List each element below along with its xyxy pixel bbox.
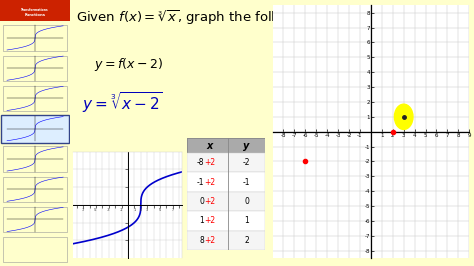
Text: 1: 1 [133,208,136,212]
Text: $y = f(x - 2)$: $y = f(x - 2)$ [94,56,163,73]
Text: 2: 2 [244,236,249,245]
Bar [3,177,67,202]
Text: +2: +2 [204,197,216,206]
Bar [3,207,67,232]
Bar [187,138,265,153]
Text: +2: +2 [204,216,216,225]
Text: 0: 0 [244,197,249,206]
Bar [187,231,265,250]
Text: -7: -7 [82,208,85,212]
Bar [187,153,265,172]
Text: -3: -3 [107,208,110,212]
Bar [187,192,265,211]
Bar [3,146,67,172]
Circle shape [394,104,413,130]
Bar [3,25,67,51]
Bar [187,211,265,231]
Text: +2: +2 [204,236,216,245]
Bar [3,237,67,262]
Text: 0: 0 [200,197,204,206]
Text: -2: -2 [243,158,250,167]
Text: Functions: Functions [25,13,46,17]
Text: -1: -1 [197,177,204,186]
Bar [1,115,69,143]
Text: 7: 7 [172,208,174,212]
Bar [0,0,70,21]
Text: +2: +2 [204,177,216,186]
Text: 5: 5 [159,208,161,212]
Bar [187,172,265,192]
Text: $y = \sqrt[3]{x - 2}$: $y = \sqrt[3]{x - 2}$ [82,90,163,115]
Text: -5: -5 [94,208,98,212]
Text: x: x [206,141,212,151]
Text: -1: -1 [120,208,123,212]
Text: 1: 1 [200,216,204,225]
Text: y: y [243,141,249,151]
Text: Transformations: Transformations [21,8,49,12]
Text: +2: +2 [204,158,216,167]
Text: 8: 8 [200,236,204,245]
Text: 3: 3 [146,208,148,212]
Text: -1: -1 [243,177,250,186]
Text: Given $f(x) = \sqrt[3]{x}$, graph the following function.: Given $f(x) = \sqrt[3]{x}$, graph the fo… [76,8,377,27]
Text: -8: -8 [197,158,204,167]
Bar [3,56,67,81]
Text: 1: 1 [244,216,249,225]
Text: 2: 2 [140,208,142,212]
Bar [3,86,67,111]
